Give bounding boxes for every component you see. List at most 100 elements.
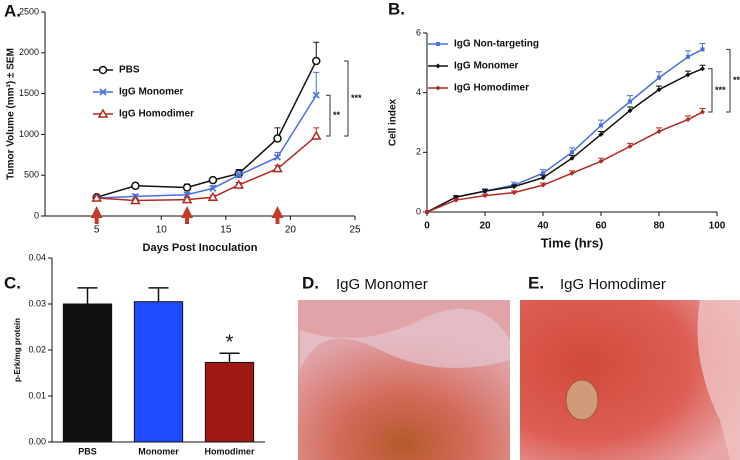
- marker: [97, 108, 109, 118]
- y-axis-title: p-Erk/mg protein: [13, 318, 22, 382]
- y-tick-label: 0: [416, 206, 421, 216]
- y-tick-label: 500: [24, 170, 39, 180]
- x-tick-label: 20: [285, 225, 297, 236]
- marker: [436, 42, 440, 46]
- error-bar: [219, 352, 240, 363]
- image-title: IgG Monomer: [336, 276, 428, 293]
- treatment-arrow: [90, 206, 103, 224]
- marker: [540, 182, 546, 188]
- marker: [700, 47, 705, 52]
- legend-label: IgG Homodimer: [454, 83, 529, 94]
- marker: [182, 183, 192, 192]
- tissue-texture: [300, 308, 510, 370]
- legend-label: IgG Homodimer: [119, 109, 194, 120]
- marker: [700, 66, 705, 72]
- marker: [272, 163, 283, 173]
- marker: [91, 192, 102, 202]
- y-tick-label: 0: [34, 210, 39, 220]
- marker: [700, 109, 705, 115]
- marker: [540, 175, 546, 181]
- legend-label: IgG Non-targeting: [454, 39, 539, 50]
- series-line: [426, 111, 703, 213]
- marker: [99, 88, 107, 96]
- x-tick-label: 5: [94, 225, 100, 236]
- y-tick-label: 0.03: [28, 298, 46, 308]
- y-axis-title: Cell index: [388, 98, 399, 146]
- marker: [627, 143, 633, 149]
- panel-label: C.: [4, 273, 21, 292]
- y-tick-label: 2: [416, 147, 421, 157]
- marker: [569, 170, 575, 176]
- x-axis-title: Time (hrs): [541, 235, 604, 250]
- marker: [273, 153, 282, 161]
- marker: [627, 108, 633, 114]
- y-tick-label: 2500: [19, 6, 39, 16]
- significance: ***: [715, 85, 726, 95]
- legend-label: IgG Monomer: [454, 61, 519, 72]
- error-bar: [313, 71, 320, 96]
- legend-label: IgG Monomer: [119, 87, 184, 98]
- significance: ***: [351, 93, 362, 103]
- x-tick-label: 25: [349, 225, 361, 236]
- marker: [310, 130, 322, 140]
- significance: **: [333, 110, 341, 120]
- marker: [569, 155, 575, 161]
- marker: [598, 131, 604, 137]
- marker: [233, 179, 245, 189]
- error-bar: [148, 287, 169, 302]
- vessel: [565, 379, 599, 421]
- marker: [511, 190, 517, 196]
- bar: [133, 301, 184, 443]
- x-axis-title: Days Post Inoculation: [143, 242, 258, 254]
- y-tick-label: 1500: [19, 88, 39, 98]
- marker: [511, 184, 517, 190]
- bracket: [708, 68, 713, 113]
- image-title: IgG Homodimer: [560, 276, 666, 293]
- marker: [656, 87, 662, 93]
- marker: [312, 91, 320, 99]
- marker: [685, 72, 691, 78]
- y-tick-label: 0.00: [28, 436, 46, 446]
- marker: [209, 184, 217, 192]
- bracket: [326, 94, 331, 137]
- bracket: [344, 60, 349, 137]
- tissue-texture: [697, 300, 740, 460]
- x-tick-label: 15: [220, 225, 232, 236]
- series-line: [96, 135, 317, 202]
- y-tick-label: 0.01: [28, 390, 46, 400]
- marker: [208, 175, 218, 185]
- y-tick-label: 4: [416, 87, 421, 97]
- marker: [181, 194, 193, 204]
- marker: [424, 209, 430, 215]
- y-tick-label: 0.04: [28, 252, 46, 262]
- marker: [598, 158, 604, 164]
- treatment-arrow: [181, 206, 194, 224]
- x-tick-label: 100: [709, 221, 726, 232]
- error-bar: [77, 287, 98, 304]
- series-line: [96, 60, 317, 198]
- significance: *: [226, 332, 234, 354]
- legend-label: PBS: [119, 65, 140, 76]
- marker: [482, 188, 488, 194]
- marker: [207, 191, 219, 201]
- marker: [656, 128, 662, 134]
- marker: [130, 194, 141, 205]
- marker: [98, 65, 108, 75]
- marker: [599, 123, 603, 128]
- marker: [685, 117, 691, 123]
- y-axis-title: Tumor Volume (mm³) ± SEM: [6, 48, 17, 180]
- marker: [482, 193, 488, 199]
- y-tick-label: 1000: [19, 129, 39, 139]
- marker: [541, 171, 545, 176]
- marker: [628, 99, 632, 104]
- x-tick-label: 40: [537, 221, 549, 232]
- y-tick-label: 2000: [19, 47, 39, 57]
- marker: [657, 75, 661, 80]
- x-tick-label: Homodimer: [204, 446, 255, 456]
- panel-label: B.: [388, 0, 405, 18]
- x-tick-label: 10: [156, 225, 168, 236]
- x-tick-label: 20: [479, 221, 491, 232]
- marker: [235, 171, 243, 179]
- bar: [204, 361, 255, 443]
